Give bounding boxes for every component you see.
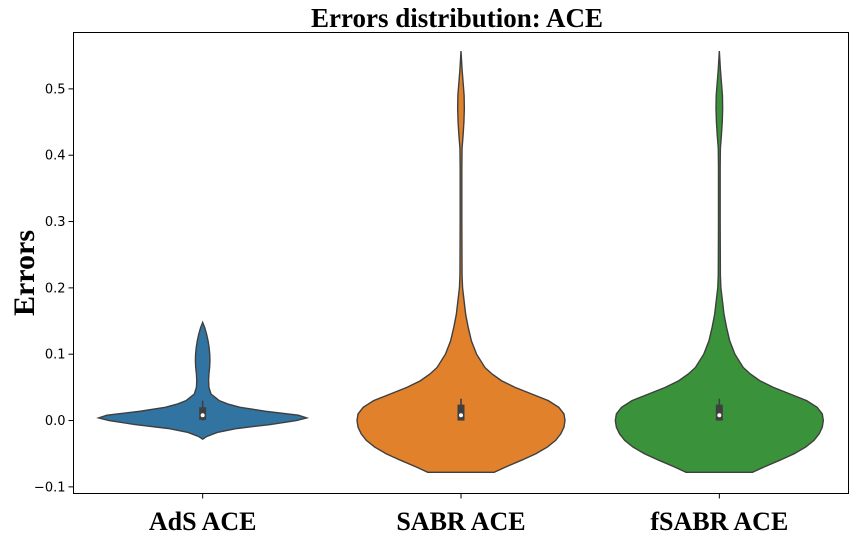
iqr-box-2 (457, 404, 465, 421)
violin-3 (614, 51, 825, 473)
y-tick-label: −0.1 (34, 480, 66, 495)
median-marker-3 (717, 413, 722, 418)
y-tick-label: 0.1 (45, 348, 66, 363)
x-category-label: SABR ACE (396, 507, 525, 536)
median-marker-2 (459, 413, 463, 418)
y-tick-label: 0.0 (45, 414, 66, 429)
chart-title: Errors distribution: ACE (311, 3, 603, 33)
y-tick-label: 0.5 (45, 82, 66, 97)
median-marker-1 (200, 413, 205, 418)
y-tick-label: 0.3 (45, 215, 66, 230)
y-tick-label: 0.4 (45, 149, 66, 164)
x-category-label: fSABR ACE (650, 507, 788, 536)
violin-2 (356, 51, 566, 473)
x-category-label: AdS ACE (149, 507, 257, 536)
inner-boxes-layer (199, 398, 723, 421)
x-axis: AdS ACE SABR ACE fSABR ACE (149, 493, 788, 536)
y-tick-label: 0.2 (45, 281, 66, 296)
y-axis-label: Errors (8, 230, 41, 316)
iqr-box-3 (715, 404, 723, 421)
violins-layer (96, 51, 825, 473)
y-axis: −0.1 0.0 0.1 0.2 0.3 0.4 0.5 (34, 82, 74, 495)
violin-1 (96, 320, 310, 440)
